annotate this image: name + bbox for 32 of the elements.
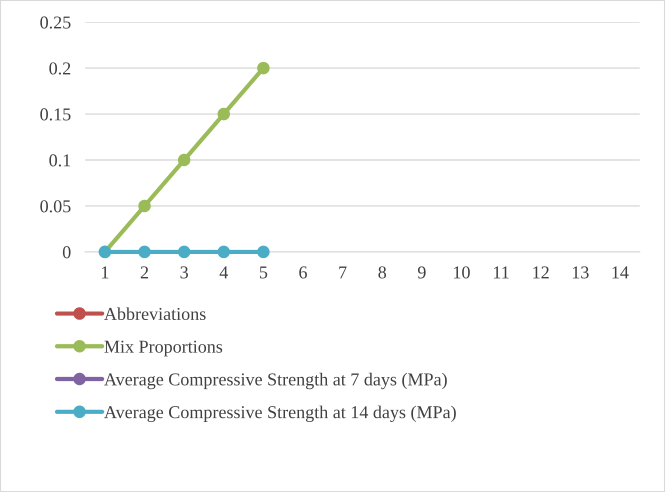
x-tick-label: 7: [339, 266, 347, 278]
x-tick-label: 9: [418, 266, 426, 278]
point: [257, 246, 270, 258]
legend-label: Average Compressive Strength at 14 days (MPa): [104, 406, 456, 422]
y-tick-label: 0.25: [40, 16, 71, 29]
y-tick-label: 0.1: [49, 154, 70, 167]
point: [257, 62, 270, 74]
point: [218, 246, 230, 258]
x-tick-label: 11: [494, 266, 509, 278]
legend-label: Mix Proportions: [104, 340, 222, 356]
x-tick-label: 3: [180, 266, 188, 278]
point: [138, 246, 151, 258]
point: [138, 200, 151, 212]
x-tick-label: 12: [533, 266, 549, 278]
point: [178, 154, 190, 166]
legend-label: Abbreviations: [104, 307, 206, 320]
x-tick-label: 10: [454, 266, 470, 278]
x-tick-label: 5: [260, 266, 268, 278]
x-tick-label: 14: [612, 266, 629, 278]
y-tick-label: 0: [62, 246, 71, 258]
x-tick-label: 8: [378, 266, 386, 278]
point: [178, 246, 190, 258]
x-tick-label: 6: [299, 266, 307, 278]
y-tick-label: 0.2: [49, 62, 70, 75]
point: [218, 108, 230, 120]
x-tick-label: 2: [140, 266, 148, 278]
y-tick-label: 0.05: [40, 200, 71, 212]
legend-label: Average Compressive Strength at 7 days (MPa): [104, 372, 447, 390]
x-tick-label: 1: [102, 266, 108, 278]
y-tick-label: 0.15: [40, 108, 71, 121]
x-tick-label: 13: [572, 266, 589, 278]
x-tick-label: 4: [220, 266, 228, 278]
